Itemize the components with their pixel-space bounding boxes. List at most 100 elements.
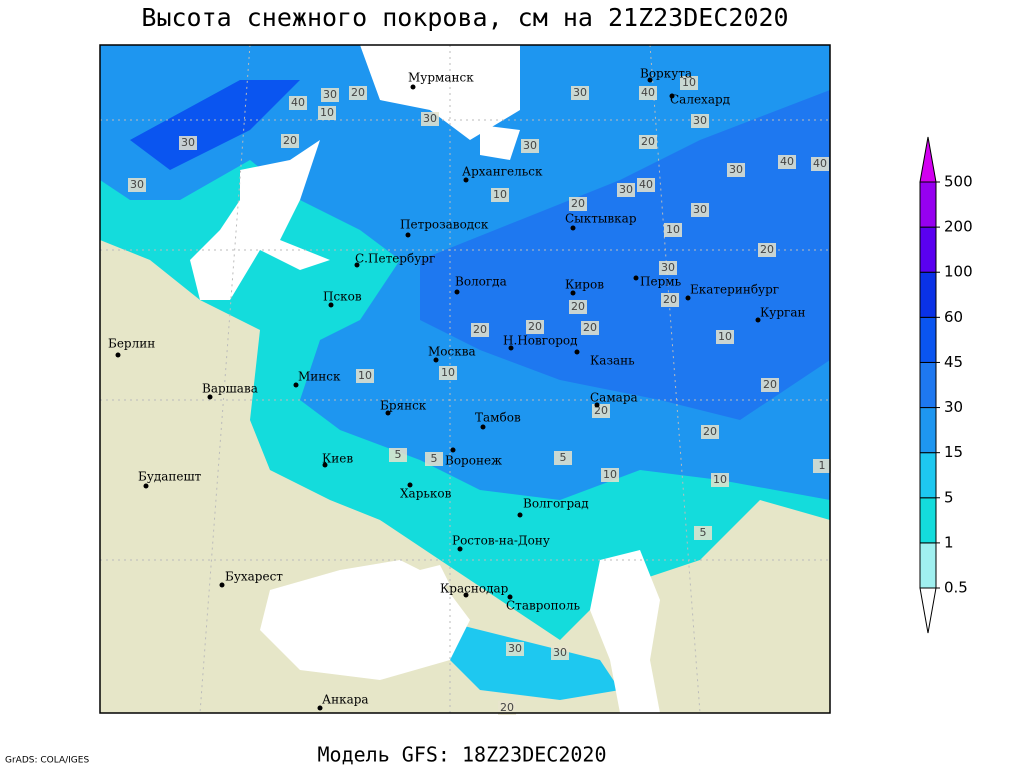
city-dot	[454, 289, 460, 295]
city-dot	[219, 582, 225, 588]
contour-label: 30	[693, 203, 707, 216]
contour-label-box	[389, 448, 407, 462]
contour-label-box	[711, 473, 729, 487]
city-label: Мурманск	[408, 71, 474, 85]
city-label: Краснодар	[440, 582, 509, 596]
colorbar-low-triangle	[919, 587, 937, 634]
contour-label-box	[521, 139, 539, 153]
city-label: Архангельск	[462, 165, 543, 179]
contour-label-box	[349, 86, 367, 100]
city-label: Пермь	[640, 275, 682, 289]
contour-label: 40	[813, 157, 827, 170]
contour-label-box	[581, 321, 599, 335]
colorbar-segment	[919, 316, 937, 363]
contour-label-box	[571, 86, 589, 100]
city-dot	[570, 290, 576, 296]
contour-label: 40	[639, 178, 653, 191]
contour-label: 20	[528, 320, 542, 333]
city-dot	[354, 262, 360, 268]
contour-label-box	[727, 163, 745, 177]
contour-label-box	[639, 86, 657, 100]
barents-sea	[360, 45, 520, 140]
contour-label: 30	[619, 183, 633, 196]
snow-deep-scandinavia	[130, 80, 300, 170]
contour-label: 10	[320, 106, 334, 119]
city-dot	[463, 592, 469, 598]
colorbar-tick-label: 30	[944, 398, 963, 416]
colorbar-tick-label: 45	[944, 353, 963, 371]
city-dot	[685, 295, 691, 301]
contour-label-box	[491, 188, 509, 202]
contour-label-box	[569, 197, 587, 211]
contour-label-box	[128, 178, 146, 192]
contour-label: 30	[423, 112, 437, 125]
contour-label: 5	[395, 448, 402, 461]
cities: Мурманск Воркута Салехард Архангельск Сыктыв…	[108, 67, 805, 711]
colorbar-tick-label: 100	[944, 263, 973, 281]
city-dot	[143, 483, 149, 489]
colorbar-tick-label: 5	[944, 488, 954, 506]
city-label: Н.Новгород	[503, 334, 578, 348]
city-label: Варшава	[202, 382, 258, 396]
contour-label-box	[425, 452, 443, 466]
contour-label: 20	[703, 425, 717, 438]
city-label: Воркута	[640, 67, 692, 81]
city-dot	[410, 84, 416, 90]
contour-label: 30	[729, 163, 743, 176]
contour-label: 5	[431, 452, 438, 465]
city-dot	[115, 352, 121, 358]
contour-label: 20	[763, 378, 777, 391]
contour-label-box	[664, 223, 682, 237]
contour-label-box	[498, 701, 516, 715]
colorbar-segment	[919, 542, 937, 589]
colorbar-segment	[919, 226, 937, 273]
city-label: Киров	[565, 278, 604, 292]
city-dot	[322, 462, 328, 468]
city-dot	[407, 482, 413, 488]
colorbar-tick-label: 500	[944, 173, 973, 191]
city-label: Сыктывкар	[565, 212, 637, 226]
colorbar-high-triangle	[919, 136, 937, 183]
colorbar-segment	[919, 407, 937, 454]
city-dot	[207, 394, 213, 400]
baltic-sea	[190, 140, 330, 300]
city-dot	[463, 177, 469, 183]
map-title: Высота снежного покрова, см на 21Z23DEC2…	[141, 3, 788, 32]
contour-label-box	[569, 300, 587, 314]
city-label: Брянск	[380, 399, 427, 413]
contour-label-box	[661, 293, 679, 307]
contour-label-box	[289, 96, 307, 110]
city-label: Волгоград	[523, 497, 589, 511]
contour-label-box	[356, 369, 374, 383]
contour-label: 10	[358, 369, 372, 382]
city-dot	[570, 225, 576, 231]
contour-label-box	[691, 114, 709, 128]
city-label: С.Петербург	[355, 252, 435, 266]
contour-label: 40	[780, 155, 794, 168]
contour-label: 10	[441, 366, 455, 379]
city-dot	[317, 705, 323, 711]
city-label: Казань	[590, 354, 635, 368]
colorbar-tick-label: 15	[944, 443, 963, 461]
contour-label-box	[554, 451, 572, 465]
contour-label-box	[778, 155, 796, 169]
contour-label: 20	[473, 323, 487, 336]
contour-label: 30	[181, 136, 195, 149]
contour-label: 20	[351, 86, 365, 99]
contour-label-box	[639, 135, 657, 149]
contour-label-box	[321, 88, 339, 102]
contour-label: 20	[583, 321, 597, 334]
city-dot	[405, 232, 411, 238]
contour-label: 20	[283, 134, 297, 147]
city-label: Тамбов	[475, 411, 521, 425]
city-label: Ставрополь	[506, 599, 580, 613]
credit: GrADS: COLA/IGES	[5, 756, 89, 766]
colorbar-tick-label: 60	[944, 308, 963, 326]
city-dot	[508, 345, 514, 351]
city-label: Псков	[323, 290, 362, 304]
contour-label-box	[761, 378, 779, 392]
contour-label-box	[421, 112, 439, 126]
city-label: Берлин	[108, 337, 155, 351]
contour-label: 20	[571, 300, 585, 313]
contour-label: 40	[291, 96, 305, 109]
